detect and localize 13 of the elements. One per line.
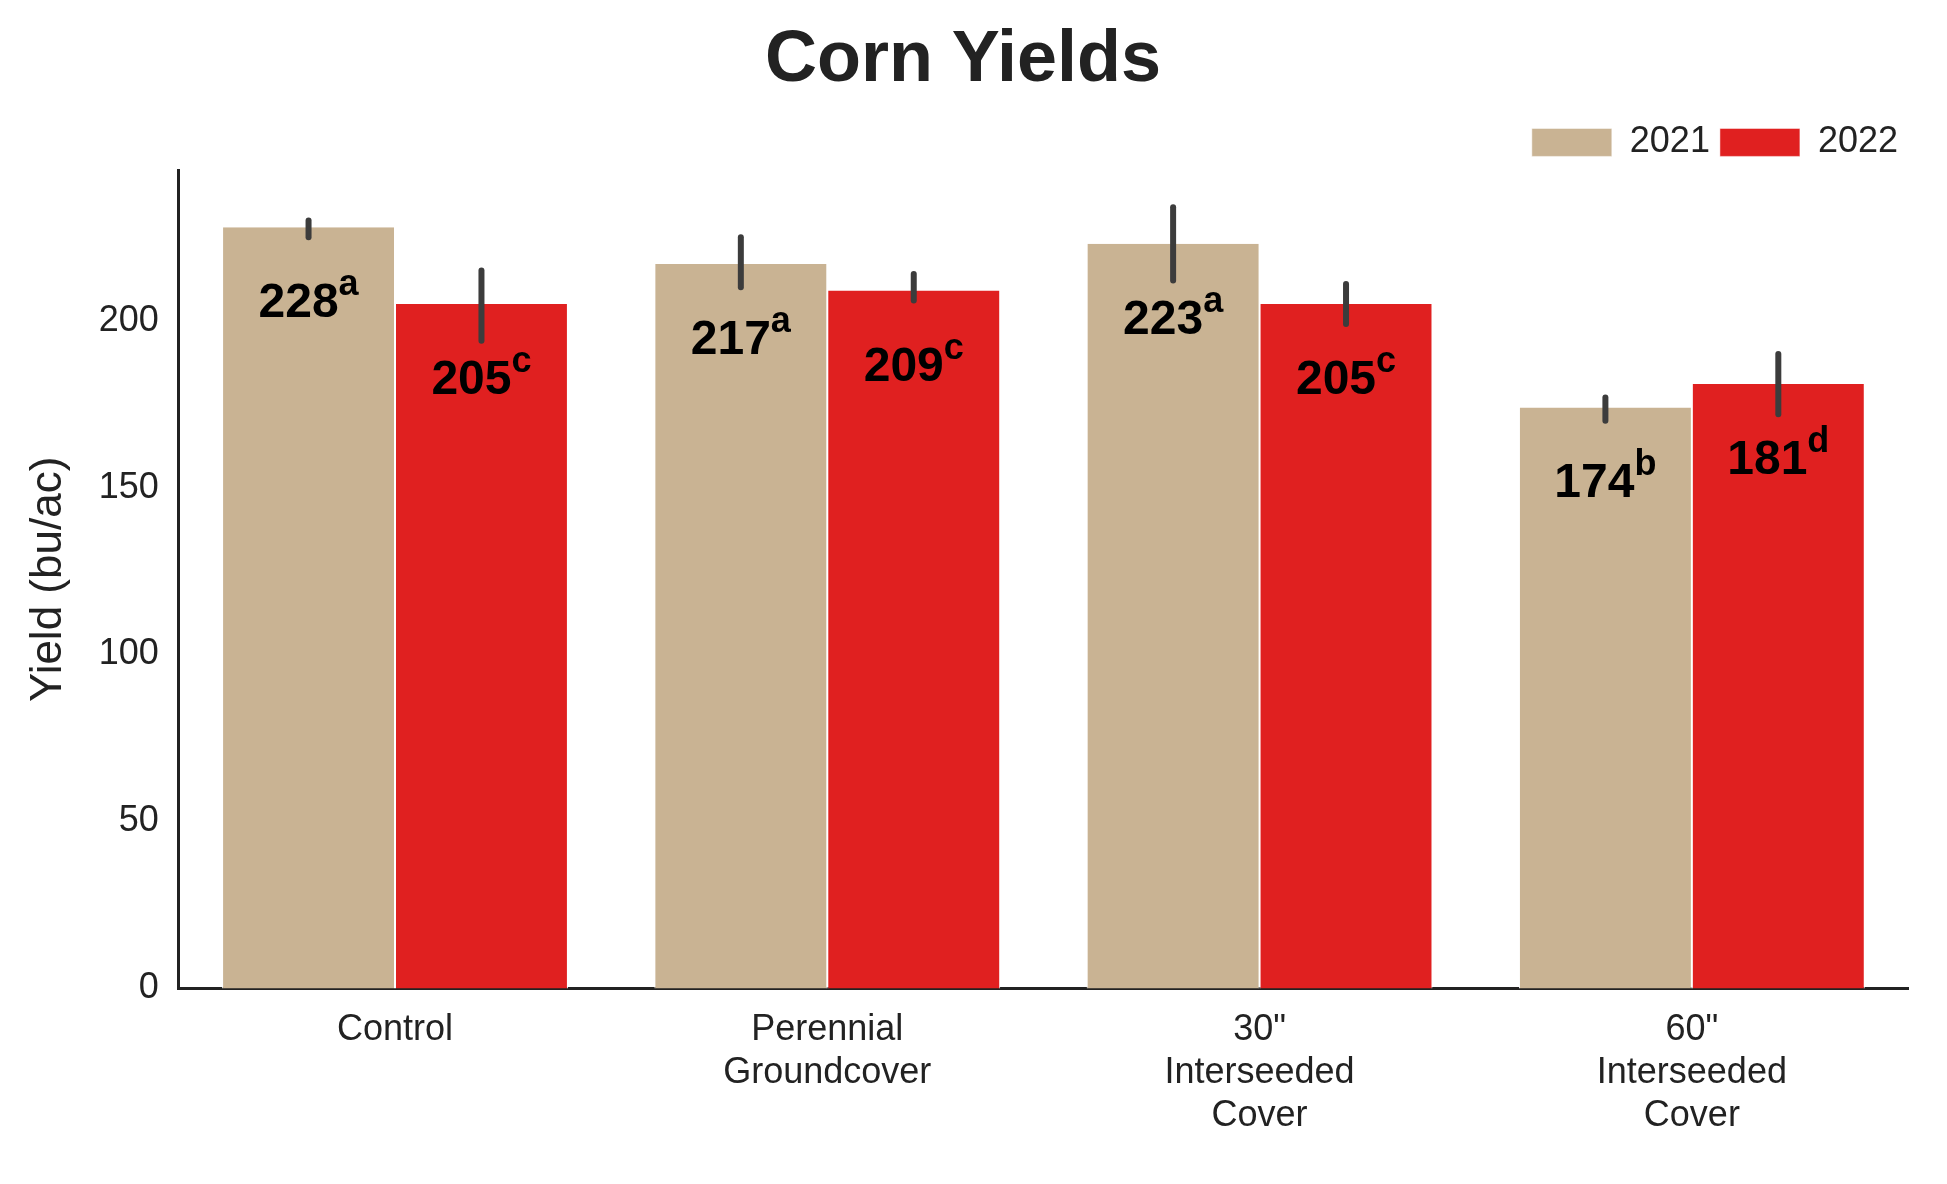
x-tick-label: 30" Interseeded Cover xyxy=(1164,1006,1355,1135)
x-tick-label: Perennial Groundcover xyxy=(723,1006,932,1092)
legend-label: 2022 xyxy=(1817,119,1899,161)
x-tick-label: 60" Interseeded Cover xyxy=(1596,1006,1787,1135)
y-tick-label: 0 xyxy=(138,965,159,1007)
x-tick-label: Control xyxy=(336,1006,454,1048)
chart-title: Corn Yields xyxy=(764,16,1162,97)
y-tick-label: 50 xyxy=(118,798,159,840)
legend-label: 2021 xyxy=(1629,119,1710,161)
y-tick-label: 150 xyxy=(98,464,159,506)
y-tick-label: 100 xyxy=(98,631,159,673)
y-tick-label: 200 xyxy=(98,297,159,339)
y-axis-title: Yield (bu/ac) xyxy=(20,456,70,703)
